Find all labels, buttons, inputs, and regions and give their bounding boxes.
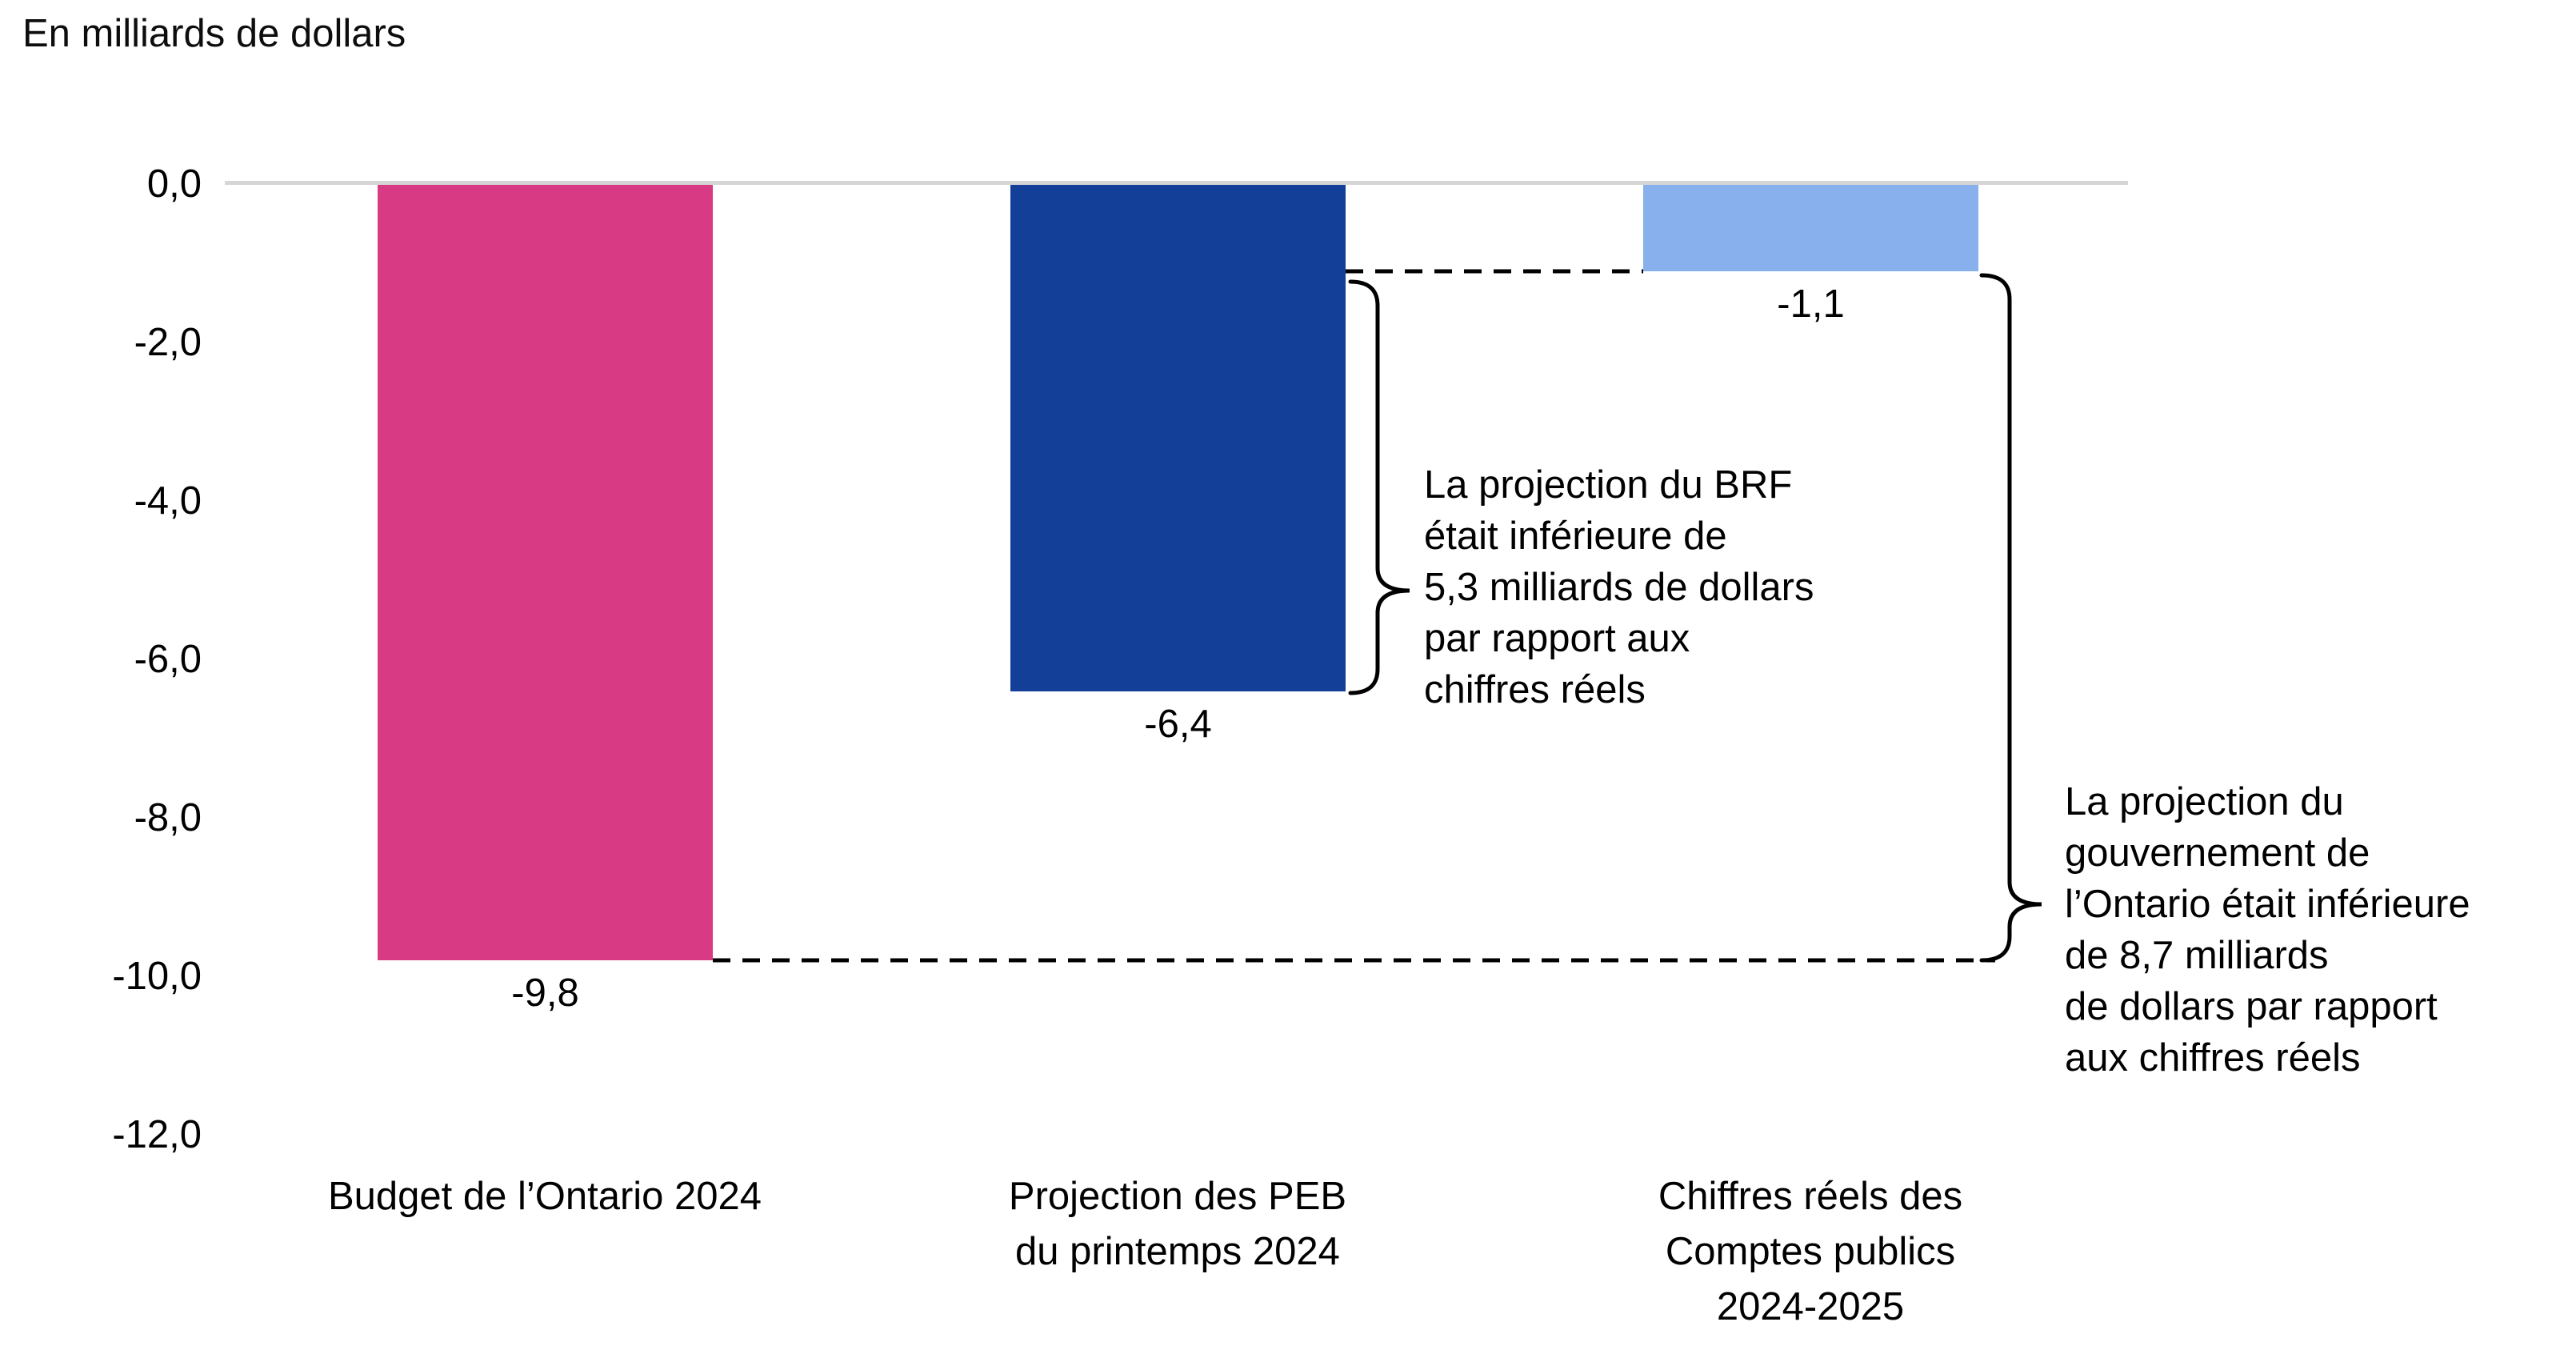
y-tick-10: -10,0: [112, 955, 202, 998]
y-tick-8: -8,0: [134, 796, 202, 839]
chart-title: En milliards de dollars: [22, 12, 406, 55]
value-label-actual: -1,1: [1777, 282, 1845, 326]
zero-axis-line: [225, 181, 2128, 185]
annotation-government-difference: La projection du gouvernement de l’Ontar…: [2065, 780, 2470, 1080]
y-tick-12: -12,0: [112, 1113, 202, 1156]
bar-chiffres-reels-2024-2025: [1643, 185, 1978, 271]
y-tick-2: -2,0: [134, 321, 202, 364]
brace-brf-difference: [1348, 279, 1410, 695]
annotation-brf-difference: La projection du BRF était inférieure de…: [1424, 463, 1814, 711]
bar-budget-ontario-2024: [378, 185, 713, 960]
value-label-peb: -6,4: [1144, 703, 1212, 746]
y-tick-4: -4,0: [134, 479, 202, 523]
category-label-budget: Budget de l’Ontario 2024: [327, 1175, 762, 1218]
category-label-peb: Projection des PEB du printemps 2024: [1008, 1175, 1347, 1273]
y-tick-0: 0,0: [146, 162, 202, 206]
value-label-budget: -9,8: [511, 971, 579, 1015]
y-tick-6: -6,0: [134, 638, 202, 681]
bar-projection-peb-2024: [1010, 185, 1346, 691]
category-label-actual: Chiffres réels des Comptes publics 2024-…: [1658, 1175, 1963, 1328]
